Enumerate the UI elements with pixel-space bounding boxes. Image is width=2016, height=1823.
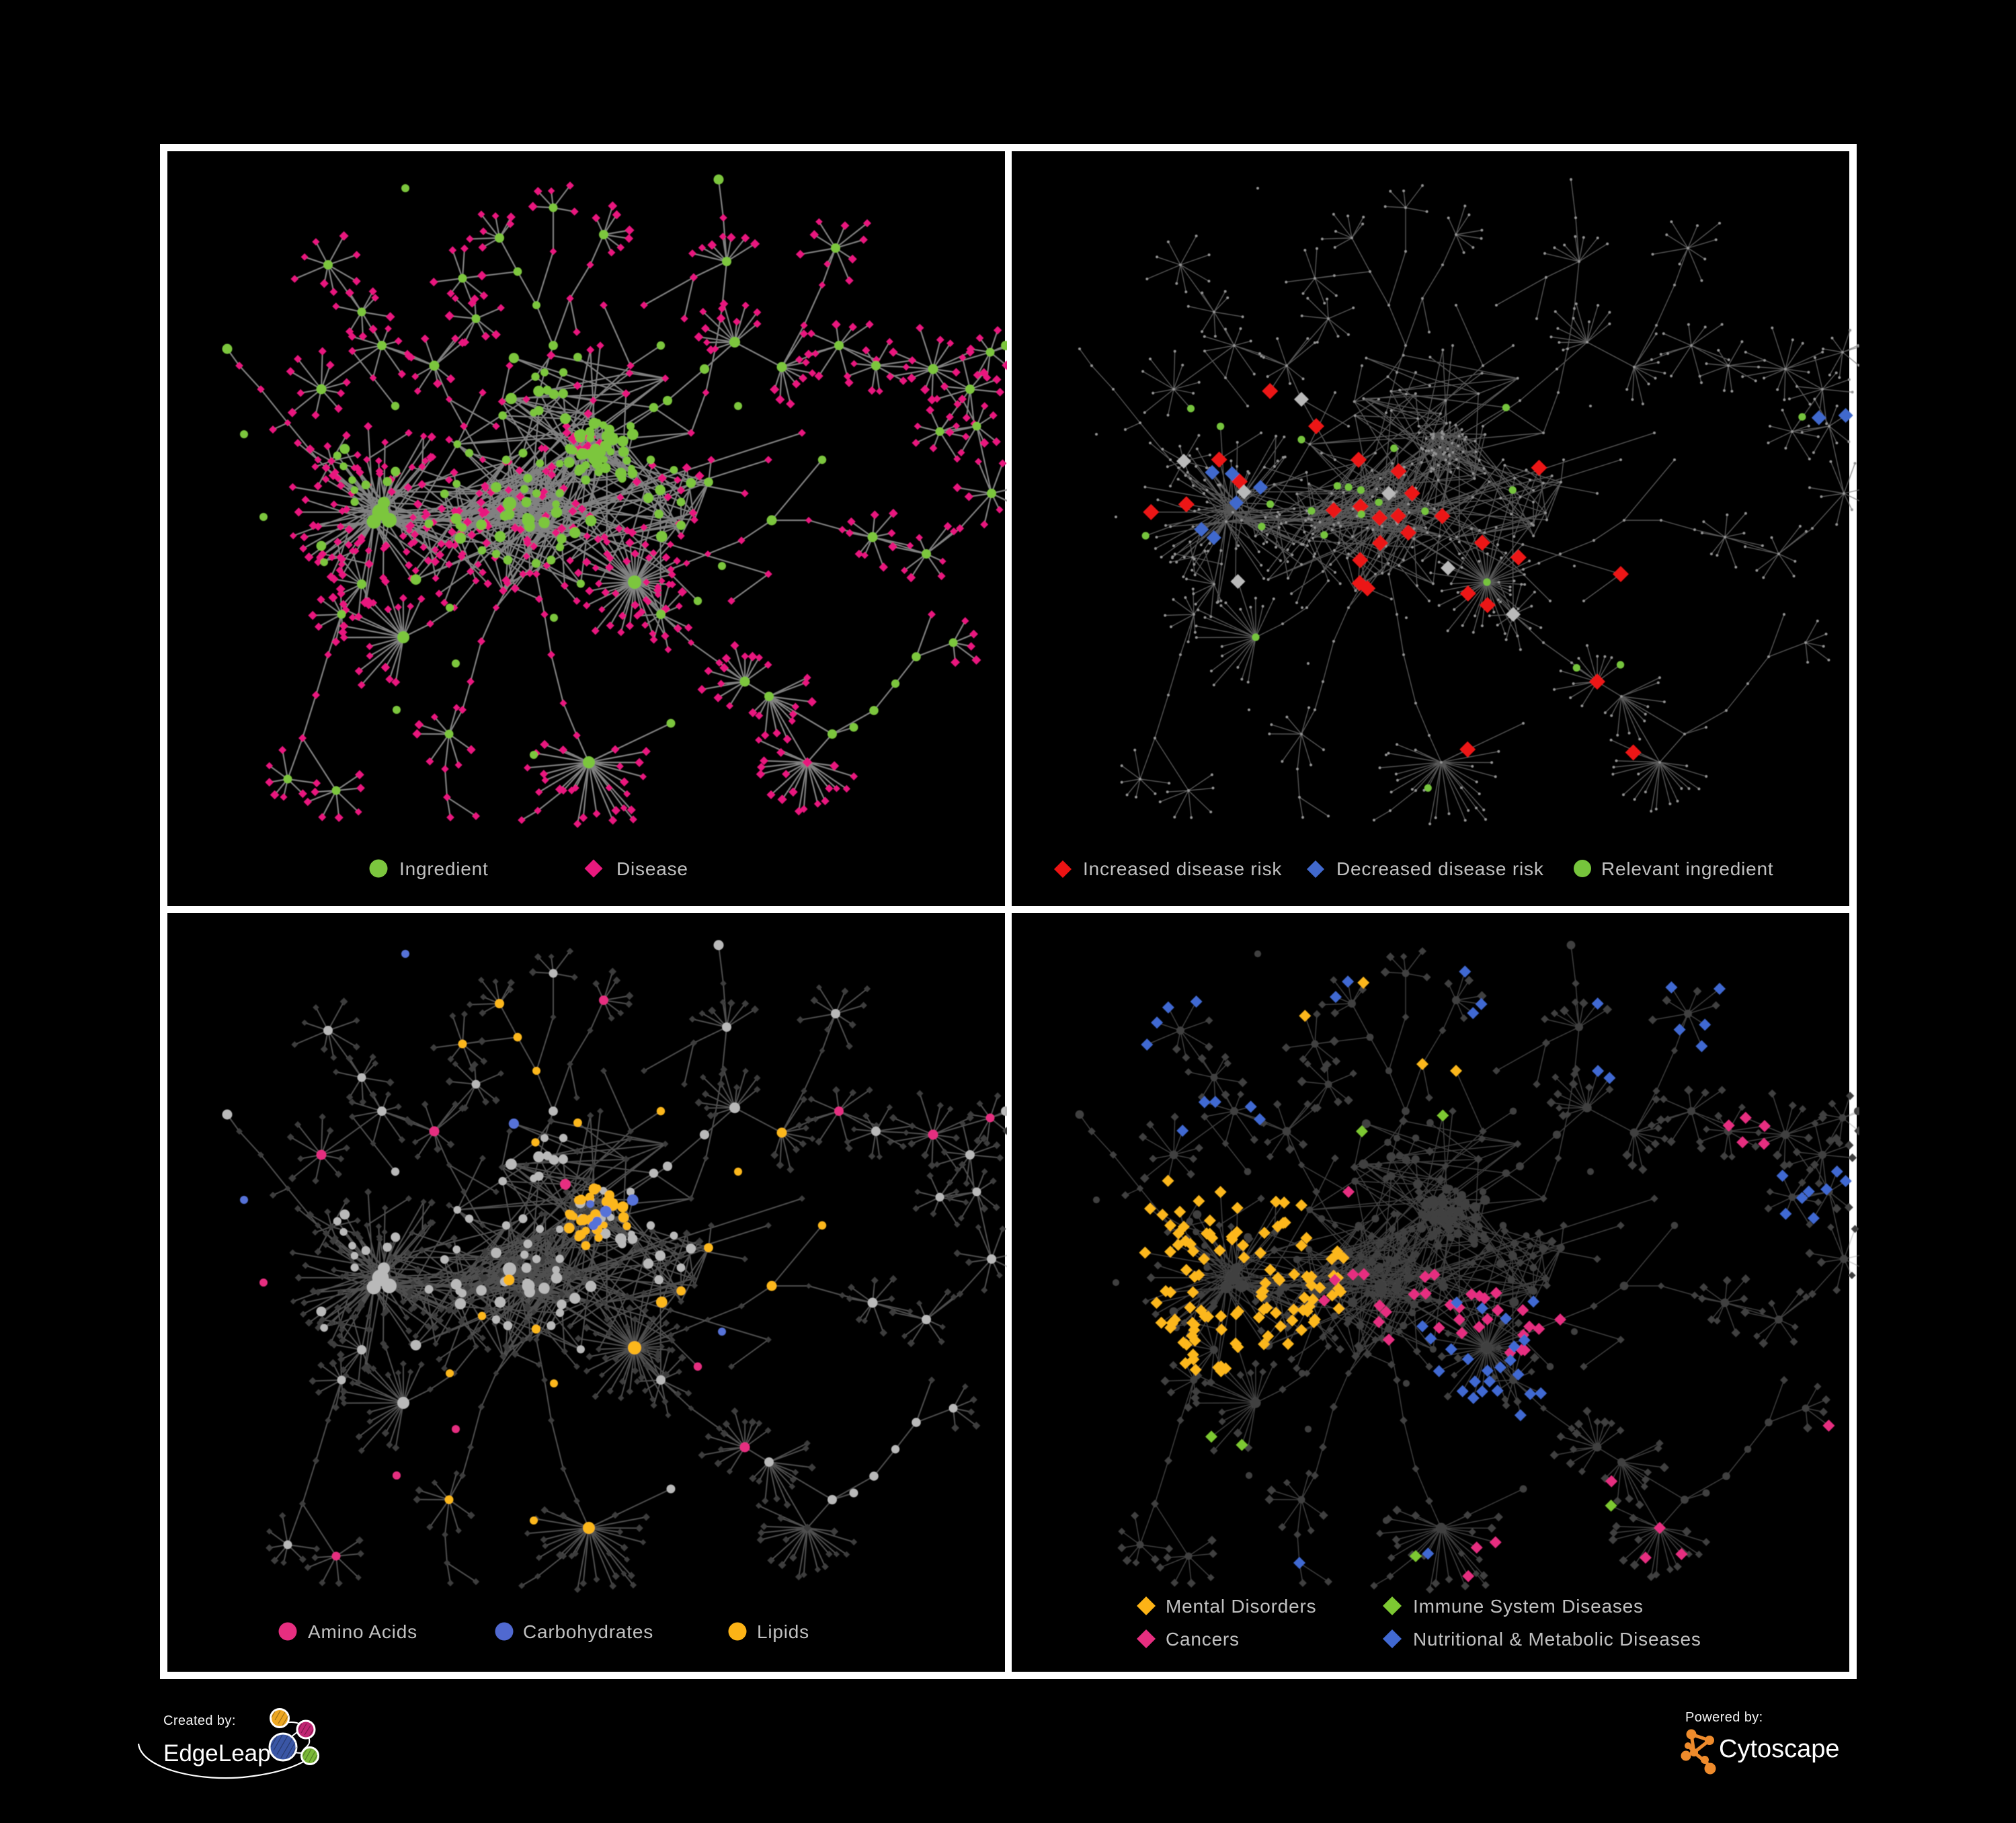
svg-text:Lipids: Lipids [757, 1621, 809, 1642]
svg-text:Cancers: Cancers [1166, 1629, 1240, 1650]
svg-text:Created by:: Created by: [163, 1713, 236, 1728]
svg-text:Decreased disease risk: Decreased disease risk [1336, 858, 1544, 879]
svg-text:Immune System Diseases: Immune System Diseases [1413, 1596, 1644, 1617]
svg-text:EdgeLeap: EdgeLeap [163, 1740, 271, 1767]
svg-text:Nutritional & Metabolic Diseas: Nutritional & Metabolic Diseases [1413, 1629, 1701, 1650]
svg-text:Amino Acids: Amino Acids [308, 1621, 417, 1642]
svg-text:Cytoscape: Cytoscape [1719, 1735, 1840, 1763]
svg-text:Powered by:: Powered by: [1685, 1710, 1763, 1725]
svg-text:Relevant ingredient: Relevant ingredient [1601, 858, 1773, 879]
svg-text:Carbohydrates: Carbohydrates [523, 1621, 653, 1642]
svg-text:Ingredient: Ingredient [399, 858, 489, 879]
svg-text:Mental Disorders: Mental Disorders [1166, 1596, 1316, 1617]
svg-text:Disease: Disease [616, 858, 688, 879]
svg-text:Increased disease risk: Increased disease risk [1083, 858, 1282, 879]
